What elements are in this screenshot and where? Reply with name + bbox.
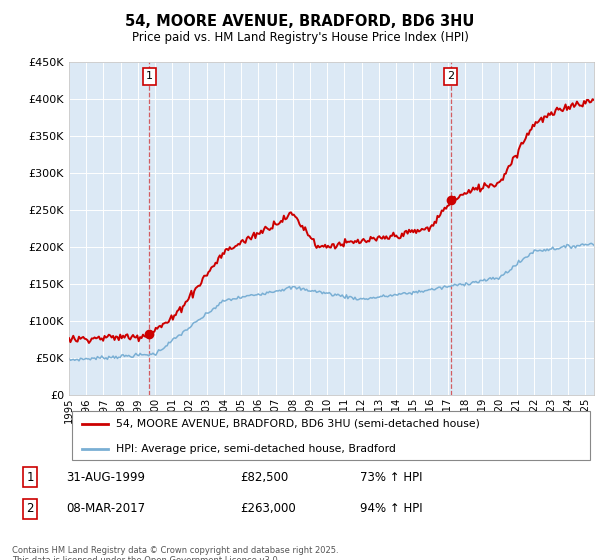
Text: 2: 2 xyxy=(26,502,34,515)
Text: 54, MOORE AVENUE, BRADFORD, BD6 3HU: 54, MOORE AVENUE, BRADFORD, BD6 3HU xyxy=(125,14,475,29)
Text: Contains HM Land Registry data © Crown copyright and database right 2025.
This d: Contains HM Land Registry data © Crown c… xyxy=(12,546,338,560)
Text: 08-MAR-2017: 08-MAR-2017 xyxy=(66,502,145,515)
Text: 31-AUG-1999: 31-AUG-1999 xyxy=(66,470,145,484)
Text: £263,000: £263,000 xyxy=(240,502,296,515)
Text: 2: 2 xyxy=(447,72,454,81)
Text: HPI: Average price, semi-detached house, Bradford: HPI: Average price, semi-detached house,… xyxy=(116,444,396,454)
Text: 54, MOORE AVENUE, BRADFORD, BD6 3HU (semi-detached house): 54, MOORE AVENUE, BRADFORD, BD6 3HU (sem… xyxy=(116,419,480,429)
Text: £82,500: £82,500 xyxy=(240,470,288,484)
FancyBboxPatch shape xyxy=(71,411,590,460)
Text: Price paid vs. HM Land Registry's House Price Index (HPI): Price paid vs. HM Land Registry's House … xyxy=(131,31,469,44)
Text: 1: 1 xyxy=(146,72,153,81)
Text: 1: 1 xyxy=(26,470,34,484)
Text: 94% ↑ HPI: 94% ↑ HPI xyxy=(360,502,422,515)
Text: 73% ↑ HPI: 73% ↑ HPI xyxy=(360,470,422,484)
